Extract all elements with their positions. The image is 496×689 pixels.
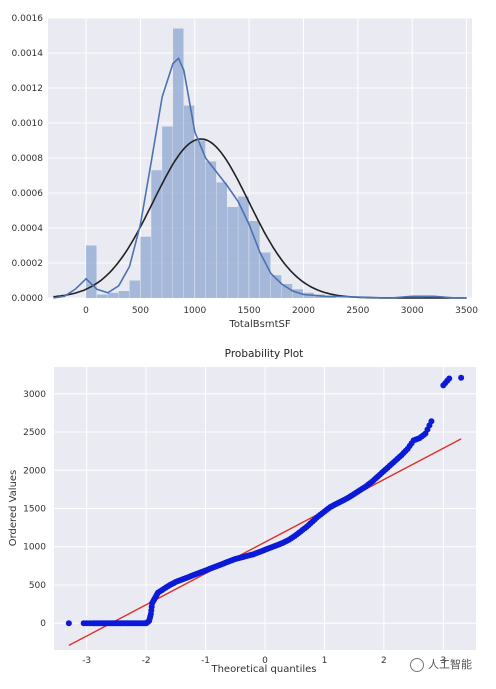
- probability-y-axis-label: Ordered Values: [8, 470, 19, 547]
- y-tick-label: 3000: [23, 390, 46, 400]
- histogram-bar: [292, 289, 304, 298]
- histogram-bar: [205, 161, 217, 298]
- x-tick-label: -3: [82, 656, 91, 666]
- data-point: [428, 418, 435, 425]
- histogram-y-tick-labels: 0.0000 0.0002 0.0004 0.0006 0.0008 0.0010 0.00…: [12, 14, 44, 304]
- x-tick-label: 0: [83, 306, 89, 316]
- histogram-bar: [140, 236, 151, 298]
- histogram-bar: [194, 140, 206, 298]
- y-tick-label: 0.0012: [12, 84, 44, 94]
- x-tick-label: -2: [142, 656, 151, 666]
- histogram-bar: [270, 275, 282, 298]
- histogram-x-tick-labels: 0 500 1000 1500 2000 2500 3000 3500: [83, 306, 478, 316]
- histogram-bar: [216, 182, 227, 298]
- x-tick-label: 500: [132, 306, 149, 316]
- y-tick-label: 0.0016: [12, 14, 44, 24]
- y-tick-label: 0: [40, 619, 46, 629]
- histogram-chart: 0 500 1000 1500 2000 2500 3000 3500 0.00000.000…: [12, 14, 479, 330]
- y-tick-label: 0.0002: [12, 259, 44, 269]
- kde-curve: [53, 56, 467, 299]
- histogram-bar: [96, 294, 108, 298]
- data-point: [65, 620, 72, 627]
- y-tick-label: 2000: [23, 466, 46, 476]
- probability-y-tick-labels: 0 500 1000 1500 2000 2500 3000: [23, 390, 46, 629]
- probability-fit-line: [68, 438, 462, 647]
- probability-plot-title: Probability Plot: [225, 348, 304, 360]
- x-tick-label: 3: [440, 656, 446, 666]
- histogram-bars: [86, 28, 434, 298]
- y-tick-label: 0.0006: [12, 189, 44, 199]
- histogram-bar: [183, 105, 195, 298]
- histogram-bar: [129, 280, 141, 298]
- x-tick-label: 1: [322, 656, 328, 666]
- probability-x-axis-label: Theoretical quantiles: [210, 664, 316, 675]
- histogram-bar: [173, 28, 184, 298]
- x-tick-label: 3000: [401, 306, 424, 316]
- probability-plot-chart: Probability Plot -3 -2 -1 0 1 2 3 0 500 1000 1500…: [8, 348, 476, 675]
- x-tick-label: 0: [262, 656, 268, 666]
- histogram-bar: [151, 170, 162, 298]
- y-tick-label: 1500: [23, 505, 46, 515]
- histogram-bar: [162, 126, 173, 298]
- y-tick-label: 0.0010: [12, 119, 44, 129]
- y-tick-label: 2500: [23, 428, 46, 438]
- y-tick-label: 0.0008: [12, 154, 44, 164]
- histogram-x-axis-label: TotalBsmtSF: [228, 319, 290, 330]
- histogram-bar: [86, 245, 97, 298]
- y-tick-label: 1000: [23, 543, 46, 553]
- y-tick-label: 500: [29, 581, 46, 591]
- wechat-logo-icon: [410, 658, 424, 672]
- x-tick-label: 1500: [238, 306, 261, 316]
- data-point: [458, 374, 465, 381]
- histogram-bar: [281, 284, 293, 298]
- probability-x-tick-labels: -3 -2 -1 0 1 2 3: [82, 656, 446, 666]
- data-point: [446, 375, 453, 382]
- x-tick-label: 1000: [183, 306, 206, 316]
- probability-points: [65, 374, 465, 627]
- x-tick-label: 2500: [346, 306, 369, 316]
- y-tick-label: 0.0014: [12, 49, 44, 59]
- watermark-text: 人工智能: [428, 658, 472, 671]
- x-tick-label: 3500: [455, 306, 478, 316]
- y-tick-label: 0.0000: [12, 294, 44, 304]
- probability-plot-gridlines: [54, 367, 476, 650]
- y-tick-label: 0.0004: [12, 224, 44, 234]
- x-tick-label: -1: [201, 656, 210, 666]
- watermark: 人工智能: [410, 656, 490, 676]
- histogram-bar: [249, 221, 260, 298]
- x-tick-label: 2: [381, 656, 387, 666]
- x-tick-label: 2000: [292, 306, 315, 316]
- histogram-bar: [118, 291, 130, 298]
- histogram-bar: [107, 292, 119, 298]
- histogram-bar: [227, 207, 238, 298]
- histogram-bar: [423, 296, 434, 298]
- histogram-bar: [260, 252, 271, 298]
- histogram-bar: [238, 196, 249, 298]
